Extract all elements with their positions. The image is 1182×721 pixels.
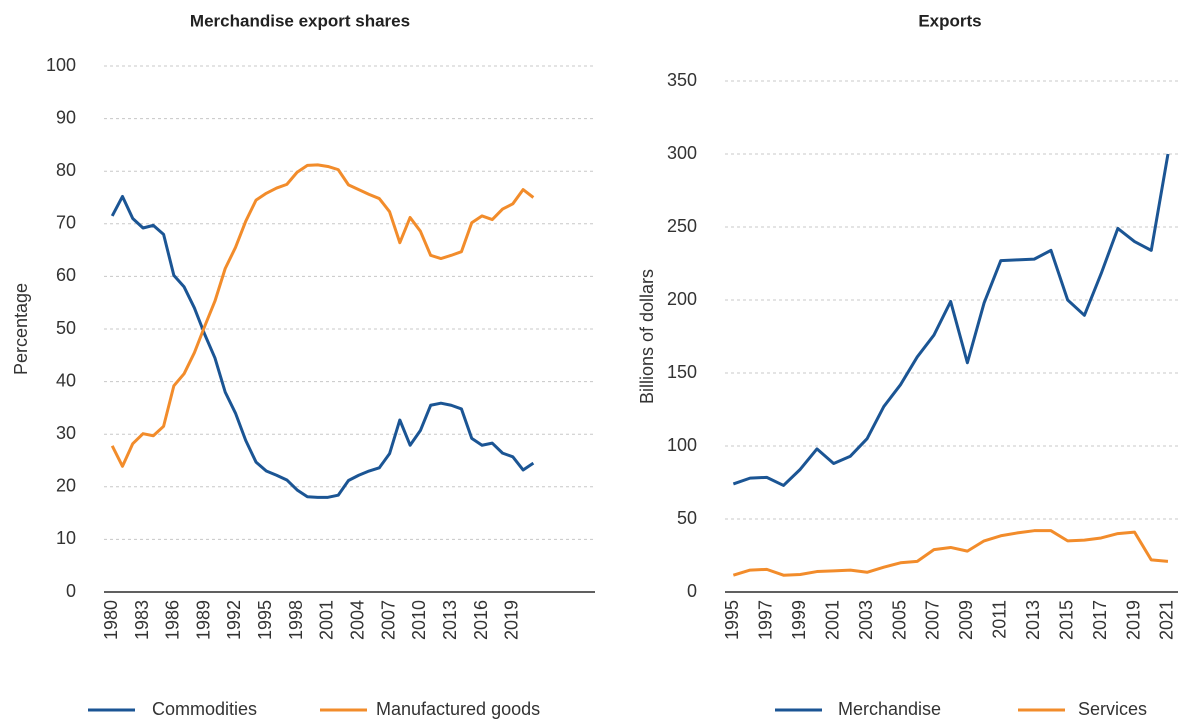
x-tick-label: 2016 [471, 600, 491, 640]
legend-label: Services [1078, 699, 1147, 719]
y-tick-label: 300 [667, 143, 697, 163]
x-tick-label: 2015 [1056, 600, 1076, 640]
data-line [110, 163, 535, 468]
x-tick-label: 2017 [1090, 600, 1110, 640]
y-axis-label: Percentage [11, 283, 31, 375]
x-tick-label: 1998 [286, 600, 306, 640]
x-tick-label: 1992 [224, 600, 244, 640]
x-tick-label: 2021 [1157, 600, 1177, 640]
legend-label: Manufactured goods [376, 699, 540, 719]
y-tick-label: 40 [56, 370, 76, 390]
legend-label: Merchandise [838, 699, 941, 719]
chart-title: Merchandise export shares [190, 11, 410, 30]
y-tick-label: 90 [56, 107, 76, 127]
x-tick-label: 2004 [347, 600, 367, 640]
x-tick-label: 2007 [923, 600, 943, 640]
x-tick-label: 1986 [163, 600, 183, 640]
x-tick-label: 2011 [990, 600, 1010, 639]
y-tick-label: 350 [667, 70, 697, 90]
x-tick-label: 2010 [409, 600, 429, 640]
y-tick-label: 250 [667, 216, 697, 236]
legend-label: Commodities [152, 699, 257, 719]
y-axis-label: Billions of dollars [637, 269, 657, 404]
x-tick-label: 2005 [889, 600, 909, 640]
data-line [732, 153, 1170, 487]
y-tick-label: 30 [56, 423, 76, 443]
y-tick-label: 100 [667, 435, 697, 455]
x-tick-label: 2007 [378, 600, 398, 640]
y-tick-label: 0 [687, 581, 697, 601]
y-tick-label: 70 [56, 213, 76, 233]
x-tick-label: 1999 [789, 600, 809, 640]
x-tick-label: 2013 [440, 600, 460, 640]
x-tick-label: 2013 [1023, 600, 1043, 640]
y-tick-label: 200 [667, 289, 697, 309]
x-tick-label: 1989 [193, 600, 213, 640]
x-tick-label: 1980 [101, 600, 121, 640]
x-tick-label: 2003 [856, 600, 876, 640]
data-line [732, 529, 1169, 577]
chart-title: Exports [918, 11, 981, 30]
x-tick-label: 1997 [756, 600, 776, 640]
y-tick-label: 100 [46, 55, 76, 75]
data-line [110, 194, 535, 499]
x-tick-label: 2009 [956, 600, 976, 640]
x-tick-label: 1995 [722, 600, 742, 640]
y-tick-label: 10 [56, 528, 76, 548]
x-tick-label: 2019 [502, 600, 522, 640]
x-tick-label: 2001 [317, 600, 337, 640]
x-tick-label: 1995 [255, 600, 275, 640]
x-tick-label: 1983 [132, 600, 152, 640]
y-tick-label: 150 [667, 362, 697, 382]
y-tick-label: 80 [56, 160, 76, 180]
y-tick-label: 60 [56, 265, 76, 285]
y-tick-label: 50 [677, 508, 697, 528]
y-tick-label: 50 [56, 318, 76, 338]
y-tick-label: 0 [66, 581, 76, 601]
x-tick-label: 2001 [822, 600, 842, 640]
y-tick-label: 20 [56, 476, 76, 496]
x-tick-label: 2019 [1123, 600, 1143, 640]
